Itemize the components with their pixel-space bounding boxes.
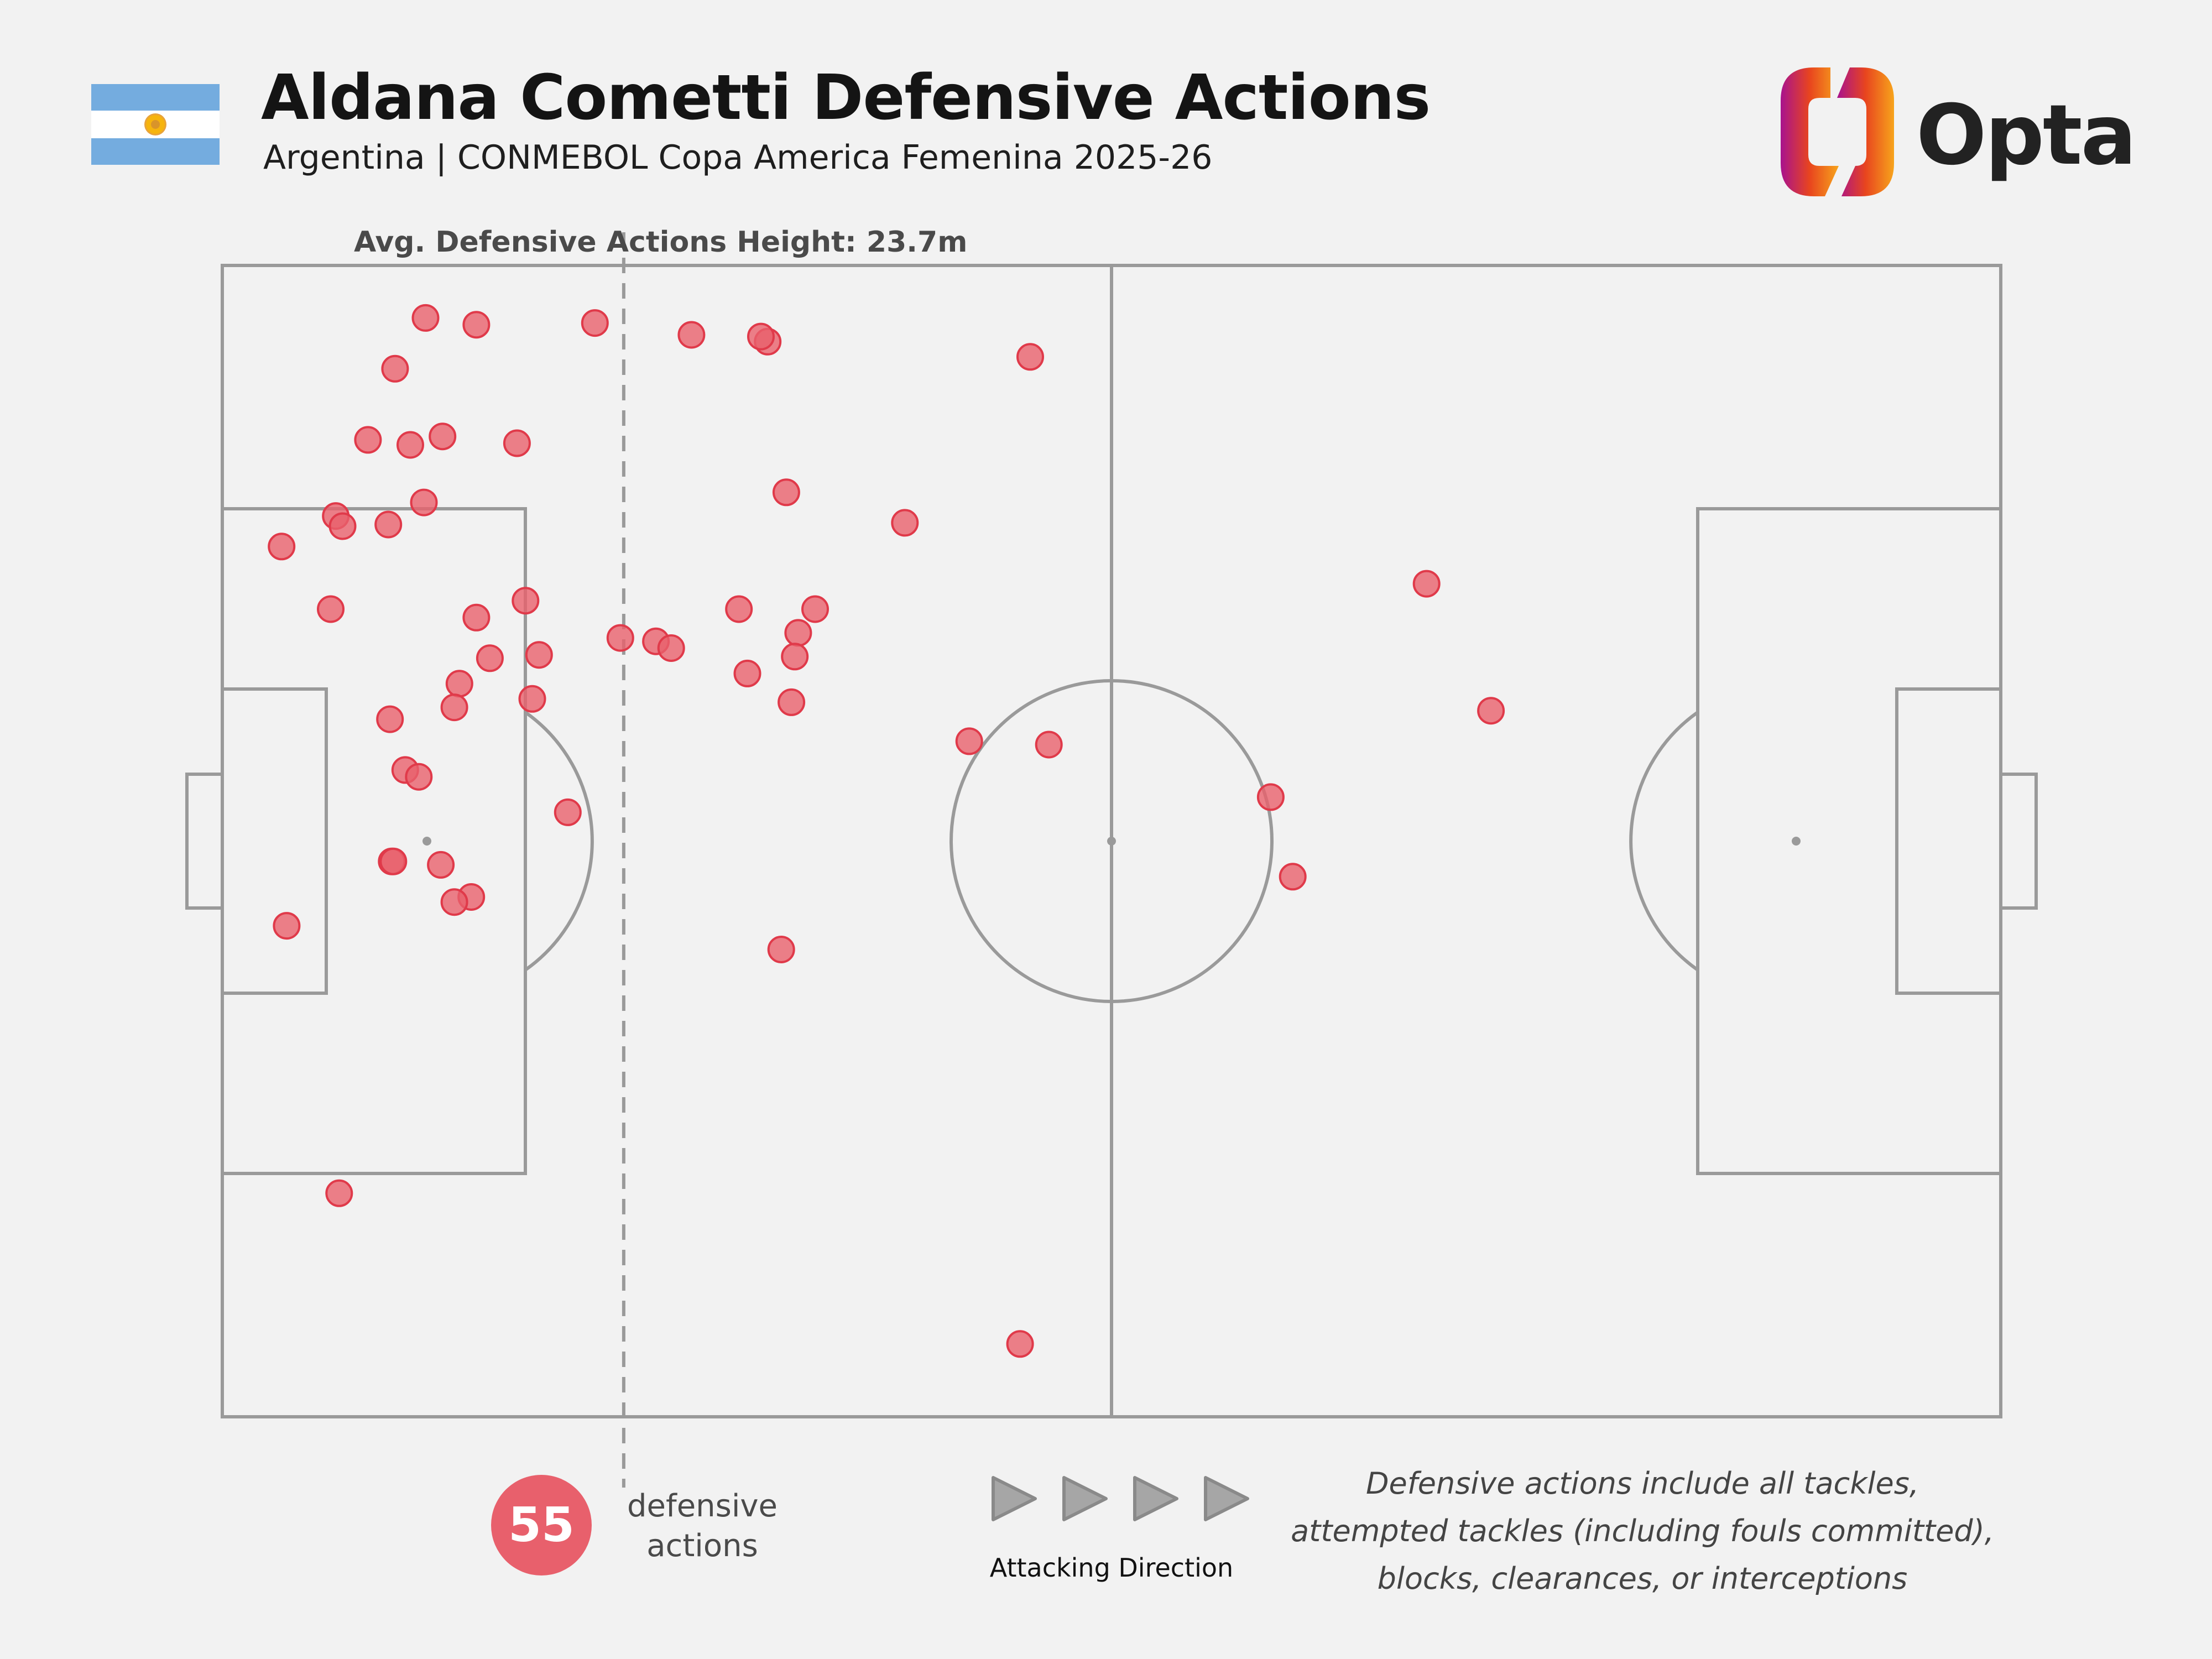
defensive-action-point <box>410 488 438 517</box>
left-goal <box>185 773 224 910</box>
defensive-action-point <box>462 603 491 632</box>
defensive-action-point <box>440 693 468 722</box>
footnote-line-2: attempted tackles (including fouls commi… <box>1291 1514 1994 1548</box>
defensive-action-point <box>518 685 546 713</box>
footnote-line-1: Defensive actions include all tackles, <box>1365 1466 1919 1501</box>
defensive-action-point <box>581 309 609 337</box>
defensive-action-point <box>801 595 829 623</box>
defensive-action-point <box>784 619 812 647</box>
defensive-action-point <box>778 688 806 716</box>
defensive-action-point <box>374 510 403 539</box>
defensive-action-point <box>445 670 473 698</box>
defensive-action-point <box>381 354 409 383</box>
defensive-action-point <box>476 644 504 672</box>
defensive-action-point <box>429 422 457 451</box>
left-penalty-arc <box>524 711 594 972</box>
count-label-line-1: defensive <box>627 1488 778 1524</box>
defensive-action-point <box>1279 863 1307 891</box>
right-penalty-area <box>1696 507 2002 1175</box>
attacking-direction-arrows <box>992 1476 1249 1521</box>
footnote-line-3: blocks, clearances, or interceptions <box>1377 1561 1908 1596</box>
defensive-action-point <box>328 512 357 540</box>
defensive-action-point <box>677 321 706 349</box>
defensive-actions-count-badge: 55 <box>491 1475 592 1575</box>
defensive-action-point <box>1256 783 1285 811</box>
defensive-action-point <box>955 727 983 755</box>
defensive-action-point <box>503 429 531 457</box>
defensive-actions-count-label: defensive actions <box>619 1486 785 1566</box>
defensive-action-point <box>1477 697 1505 725</box>
defensive-action-point <box>317 595 345 623</box>
defensive-action-point <box>606 624 634 652</box>
left-six-yard-box <box>221 687 328 995</box>
defensive-action-point <box>1006 1330 1034 1358</box>
defensive-action-point <box>379 847 408 875</box>
defensive-action-point <box>440 888 468 916</box>
defensive-action-point <box>354 426 382 454</box>
defensive-action-point <box>411 304 440 332</box>
right-penalty-arc <box>1629 711 1699 972</box>
defensive-action-point <box>733 659 761 687</box>
left-penalty-spot <box>422 837 431 846</box>
opta-logo-icon <box>1781 67 1894 196</box>
defensive-action-point <box>1412 570 1441 598</box>
defensive-action-point <box>772 478 800 507</box>
defensive-action-point <box>397 431 424 459</box>
defensive-action-point <box>427 851 455 879</box>
defensive-action-point <box>781 643 809 671</box>
chart-subtitle: Argentina | CONMEBOL Copa America Femeni… <box>263 138 1213 177</box>
defensive-action-point <box>747 322 775 351</box>
defensive-action-point <box>891 509 919 537</box>
opta-logo-text: Opta <box>1916 87 2137 184</box>
definition-footnote: Defensive actions include all tackles, a… <box>1288 1460 1996 1603</box>
defensive-action-point <box>657 634 685 662</box>
defensive-action-point <box>512 587 540 615</box>
direction-arrow-icon <box>992 1476 1037 1521</box>
argentina-flag-icon <box>91 84 220 165</box>
count-label-line-2: actions <box>646 1528 758 1564</box>
attacking-direction-label: Attacking Direction <box>989 1553 1234 1583</box>
defensive-action-points <box>268 304 1505 1358</box>
chart-title: Aldana Cometti Defensive Actions <box>261 62 1431 134</box>
defensive-action-point <box>725 595 753 623</box>
defensive-action-point <box>462 311 491 339</box>
defensive-action-point <box>273 912 301 940</box>
defensive-action-point <box>325 1179 353 1207</box>
defensive-action-point <box>554 798 582 826</box>
right-goal <box>1999 773 2038 910</box>
defensive-action-point <box>268 533 296 561</box>
defensive-action-point <box>376 705 404 733</box>
centre-spot <box>1107 837 1116 846</box>
avg-defensive-height-label: Avg. Defensive Actions Height: 23.7m <box>354 226 968 259</box>
pitch-markings <box>185 264 2038 1418</box>
direction-arrow-icon <box>1204 1476 1249 1521</box>
defensive-action-point <box>405 763 433 791</box>
defensive-action-point <box>525 641 553 669</box>
right-penalty-spot <box>1792 837 1801 846</box>
direction-arrow-icon <box>1062 1476 1108 1521</box>
defensive-action-point <box>1016 343 1044 371</box>
defensive-action-point <box>767 936 795 963</box>
direction-arrow-icon <box>1133 1476 1178 1521</box>
defensive-action-point <box>1035 731 1063 759</box>
centre-circle <box>950 679 1274 1003</box>
right-six-yard-box <box>1895 687 2002 995</box>
